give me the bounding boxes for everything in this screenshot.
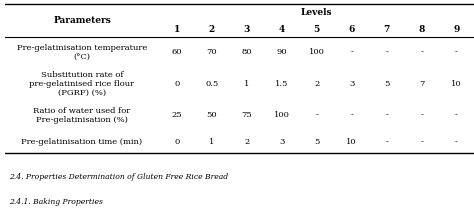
Text: 100: 100 [274,111,290,119]
Text: -: - [350,48,353,56]
Text: 1: 1 [174,25,180,34]
Text: 2.4.1. Baking Properties: 2.4.1. Baking Properties [9,198,103,206]
Text: 5: 5 [314,25,320,34]
Text: 3: 3 [279,138,284,146]
Text: 90: 90 [276,48,287,56]
Text: Pre-gelatinisation time (min): Pre-gelatinisation time (min) [21,138,143,146]
Text: 9: 9 [453,25,460,34]
Text: 10: 10 [451,80,462,88]
Text: 100: 100 [309,48,325,56]
Text: -: - [385,138,388,146]
Text: 2: 2 [209,25,215,34]
Text: -: - [385,48,388,56]
Text: Parameters: Parameters [53,16,111,25]
Text: -: - [455,138,458,146]
Text: -: - [455,48,458,56]
Text: 80: 80 [242,48,252,56]
Text: 6: 6 [348,25,355,34]
Text: 1.5: 1.5 [275,80,289,88]
Text: 60: 60 [172,48,182,56]
Text: -: - [420,138,423,146]
Text: 3: 3 [244,25,250,34]
Text: Substitution rate of
pre-gelatinised rice flour
(PGRF) (%): Substitution rate of pre-gelatinised ric… [29,71,135,97]
Text: 0: 0 [174,80,180,88]
Text: 2.4. Properties Determination of Gluten Free Rice Bread: 2.4. Properties Determination of Gluten … [9,173,228,181]
Text: 7: 7 [419,80,424,88]
Text: -: - [420,48,423,56]
Text: 2: 2 [244,138,249,146]
Text: 1: 1 [244,80,249,88]
Text: 0: 0 [174,138,180,146]
Text: 5: 5 [384,80,389,88]
Text: -: - [420,111,423,119]
Text: -: - [315,111,318,119]
Text: -: - [350,111,353,119]
Text: 5: 5 [314,138,319,146]
Text: 25: 25 [172,111,182,119]
Text: 0.5: 0.5 [205,80,219,88]
Text: 70: 70 [207,48,217,56]
Text: 7: 7 [383,25,390,34]
Text: 8: 8 [419,25,425,34]
Text: -: - [455,111,458,119]
Text: Pre-gelatinisation temperature
(°C): Pre-gelatinisation temperature (°C) [17,44,147,61]
Text: 4: 4 [279,25,285,34]
Text: -: - [385,111,388,119]
Text: 3: 3 [349,80,355,88]
Text: Levels: Levels [301,8,332,17]
Text: 50: 50 [207,111,217,119]
Text: 1: 1 [209,138,215,146]
Text: 75: 75 [241,111,252,119]
Text: 2: 2 [314,80,319,88]
Text: Ratio of water used for
Pre-gelatinisation (%): Ratio of water used for Pre-gelatinisati… [33,107,131,124]
Text: 10: 10 [346,138,357,146]
